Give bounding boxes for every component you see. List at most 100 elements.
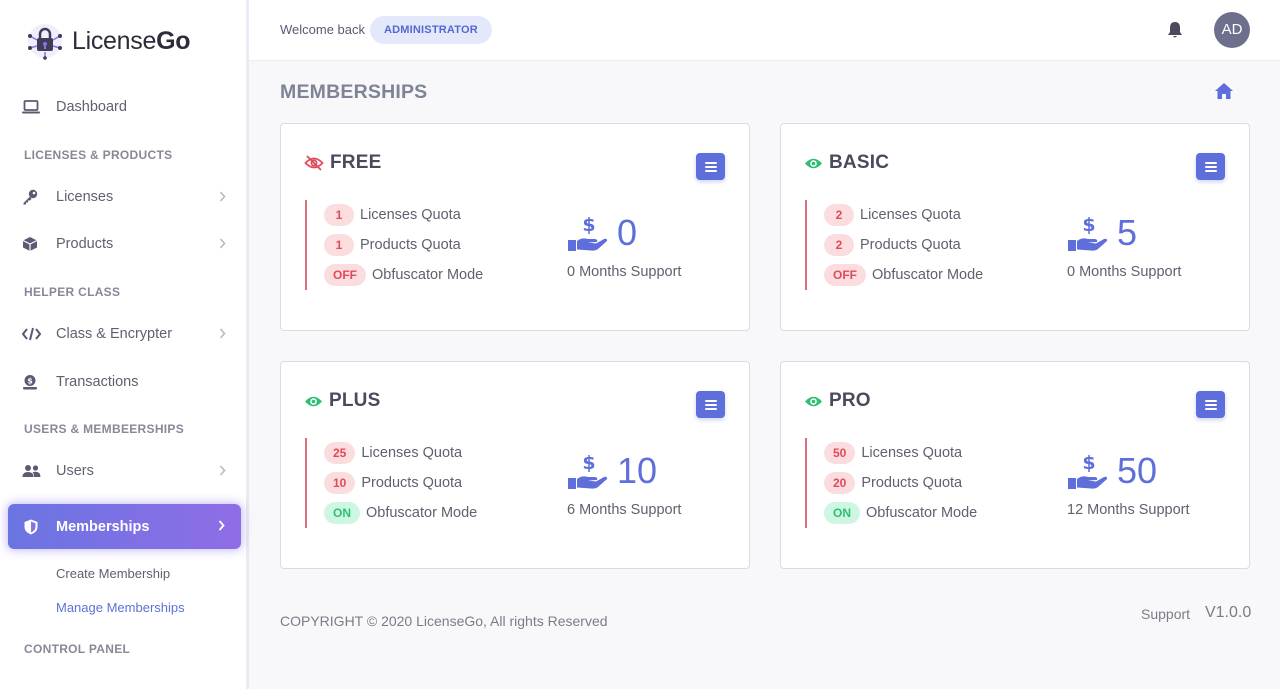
products-quota-label: Products Quota (361, 475, 463, 491)
sidebar-item-class-encrypter[interactable]: Class & Encrypter (22, 322, 232, 346)
users-icon (22, 462, 42, 480)
licenses-quota-badge: 25 (324, 442, 356, 464)
price-block: $5 (1067, 212, 1137, 254)
quota-list: 1 Licenses Quota 1 Products Quota OFF Obfusca… (305, 200, 483, 290)
eye-slash-icon[interactable] (304, 155, 324, 171)
chevron-right-icon (219, 465, 226, 476)
sidebar-subitem-create-membership[interactable]: Create Membership (56, 566, 171, 581)
sidebar-label-transactions: Transactions (56, 374, 139, 390)
sidebar-label-licenses: Licenses (56, 189, 114, 205)
support-months: 0 Months Support (1067, 264, 1182, 280)
sidebar-label-class-encrypter: Class & Encrypter (56, 326, 173, 342)
support-months: 12 Months Support (1067, 502, 1190, 518)
role-badge: ADMINISTRATOR (370, 16, 492, 44)
card-title: BASIC (804, 152, 889, 174)
home-icon[interactable] (1214, 82, 1234, 100)
svg-text:$: $ (1082, 214, 1095, 236)
obfuscator-row: OFF Obfuscator Mode (324, 260, 483, 290)
card-menu-button[interactable] (1196, 391, 1225, 418)
quota-list: 25 Licenses Quota 10 Products Quota ON Obfusc… (305, 438, 477, 528)
price-block: $10 (567, 450, 657, 492)
sidebar-item-dashboard[interactable]: Dashboard (22, 95, 232, 119)
key-icon (22, 188, 42, 206)
licenses-quota-row: 50 Licenses Quota (824, 438, 977, 468)
sidebar-label-users: Users (56, 463, 94, 479)
products-quota-label: Products Quota (360, 237, 461, 253)
products-quota-badge: 2 (824, 234, 854, 256)
plan-name: PRO (829, 390, 871, 411)
footer-version: V1.0.0 (1205, 604, 1252, 621)
chevron-right-icon (219, 238, 226, 249)
brand-logo-icon (28, 24, 62, 60)
box-icon (22, 235, 42, 253)
section-heading-licenses: LICENSES & PRODUCTS (24, 148, 173, 162)
products-quota-badge: 10 (324, 472, 356, 494)
list-icon (1204, 161, 1217, 172)
obfuscator-badge: OFF (824, 264, 866, 286)
products-quota-row: 20 Products Quota (824, 468, 977, 498)
products-quota-badge: 20 (824, 472, 856, 494)
sidebar-subitem-manage-memberships[interactable]: Manage Memberships (56, 600, 185, 615)
licenses-quota-row: 25 Licenses Quota (324, 438, 477, 468)
obfuscator-badge: ON (324, 502, 360, 524)
products-quota-badge: 1 (324, 234, 354, 256)
licenses-quota-label: Licenses Quota (860, 207, 961, 223)
card-menu-button[interactable] (1196, 153, 1225, 180)
price-value: 5 (1117, 212, 1138, 253)
sidebar-item-memberships[interactable]: Memberships (8, 504, 241, 549)
card-title: FREE (304, 152, 381, 174)
obfuscator-row: ON Obfuscator Mode (824, 498, 977, 528)
membership-card-basic: BASIC 2 Licenses Quota 2 Products Quota OFF Ob… (780, 123, 1250, 331)
sidebar-label-products: Products (56, 236, 114, 252)
obfuscator-row: OFF Obfuscator Mode (824, 260, 983, 290)
membership-card-free: FREE 1 Licenses Quota 1 Products Quota OFF Obf… (280, 123, 750, 331)
money-icon: $ (22, 373, 42, 391)
eye-icon[interactable] (804, 395, 823, 408)
brand[interactable]: LicenseGo (26, 22, 191, 60)
support-months: 0 Months Support (567, 264, 682, 280)
plan-name: BASIC (829, 152, 890, 173)
obfuscator-row: ON Obfuscator Mode (324, 498, 477, 528)
obfuscator-label: Obfuscator Mode (372, 267, 484, 283)
list-icon (1204, 399, 1217, 410)
sidebar-item-transactions[interactable]: $ Transactions (22, 370, 232, 394)
sidebar-label-memberships: Memberships (56, 518, 150, 535)
eye-icon[interactable] (804, 157, 823, 170)
obfuscator-label: Obfuscator Mode (866, 505, 978, 521)
card-title: PRO (804, 390, 871, 412)
page-title: MEMBERSHIPS (280, 81, 428, 103)
hand-dollar-icon: $ (567, 452, 609, 490)
section-heading-control: CONTROL PANEL (24, 642, 131, 656)
sidebar-item-licenses[interactable]: Licenses (22, 185, 232, 209)
eye-icon[interactable] (304, 395, 323, 408)
chevron-right-icon (219, 328, 226, 339)
obfuscator-label: Obfuscator Mode (872, 267, 984, 283)
card-menu-button[interactable] (696, 153, 725, 180)
price-block: $50 (1067, 450, 1157, 492)
sidebar-item-products[interactable]: Products (22, 232, 232, 256)
sidebar: LicenseGo Dashboard LICENSES & PRODUCTS … (0, 0, 249, 689)
brand-name: LicenseGo (72, 26, 191, 55)
footer-support-link[interactable]: Support (1141, 606, 1191, 622)
licenses-quota-label: Licenses Quota (360, 207, 461, 223)
sidebar-label-dashboard: Dashboard (56, 99, 127, 115)
products-quota-row: 10 Products Quota (324, 468, 477, 498)
membership-card-plus: PLUS 25 Licenses Quota 10 Products Quota ON Ob… (280, 361, 750, 569)
shield-icon (24, 519, 38, 535)
licenses-quota-badge: 2 (824, 204, 854, 226)
bell-icon[interactable] (1167, 21, 1183, 39)
licenses-quota-row: 2 Licenses Quota (824, 200, 983, 230)
avatar[interactable]: AD (1214, 12, 1250, 48)
svg-text:$: $ (582, 214, 595, 236)
products-quota-label: Products Quota (861, 475, 963, 491)
laptop-icon (22, 98, 42, 116)
chevron-right-icon (219, 191, 226, 202)
hand-dollar-icon: $ (1067, 452, 1109, 490)
card-menu-button[interactable] (696, 391, 725, 418)
plan-name: FREE (330, 152, 382, 173)
licenses-quota-label: Licenses Quota (361, 445, 463, 461)
footer-copyright: COPYRIGHT © 2020 LicenseGo, All rights R… (280, 613, 608, 629)
price-block: $0 (567, 212, 637, 254)
sidebar-item-users[interactable]: Users (22, 459, 232, 483)
top-navbar: Welcome back ADMINISTRATOR AD (249, 0, 1280, 61)
